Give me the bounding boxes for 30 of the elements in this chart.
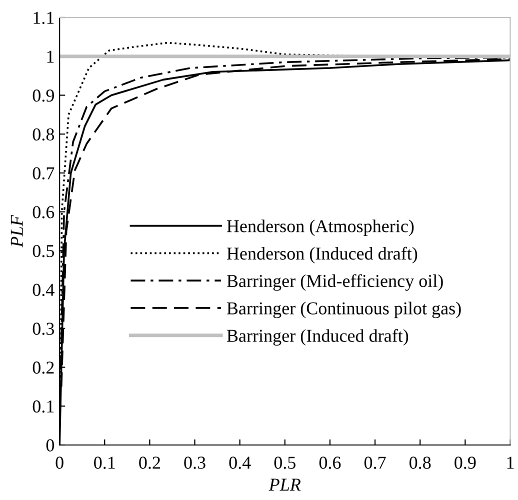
y-tick-label: 0.2 [32, 362, 54, 374]
x-tick-label: 0.7 [364, 456, 386, 469]
y-tick-label: 0.8 [32, 128, 54, 141]
legend-label: Henderson (Induced draft) [226, 246, 418, 264]
y-tick-label: 0.5 [32, 244, 54, 258]
y-tick-label: 0.7 [32, 167, 54, 180]
x-tick-label: 0.2 [139, 456, 160, 469]
legend-label: Barringer (Continuous pilot gas) [226, 302, 461, 318]
y-tick-label: 0.4 [32, 284, 54, 296]
y-tick-label: 1.1 [34, 12, 54, 24]
y-tick-label: 0.9 [32, 89, 54, 102]
y-tick-label: 1 [47, 50, 54, 63]
x-tick-label: 0.1 [94, 456, 115, 469]
y-axis-title: PLF [10, 215, 23, 248]
x-tick-label: 0.5 [274, 456, 296, 469]
y-tick-label: 0.6 [32, 206, 54, 218]
y-tick-label: 0.1 [32, 400, 54, 413]
x-axis-title: PLR [268, 478, 301, 491]
x-tick-label: 0.4 [229, 456, 251, 469]
y-tick-label: 0.3 [32, 322, 54, 335]
x-tick-label: 0.6 [319, 456, 341, 469]
x-tick-label: 0.9 [454, 456, 476, 469]
y-tick-label: 0 [46, 439, 54, 452]
x-tick-label: 0.3 [184, 456, 206, 469]
x-tick-label: 0 [56, 456, 64, 469]
legend-label: Barringer (Mid-efficiency oil) [226, 274, 443, 291]
x-tick-label: 1 [507, 456, 514, 469]
legend-label: Henderson (Atmospheric) [226, 220, 414, 236]
legend-label: Barringer (Induced draft) [226, 329, 408, 346]
x-tick-label: 0.8 [410, 456, 431, 469]
